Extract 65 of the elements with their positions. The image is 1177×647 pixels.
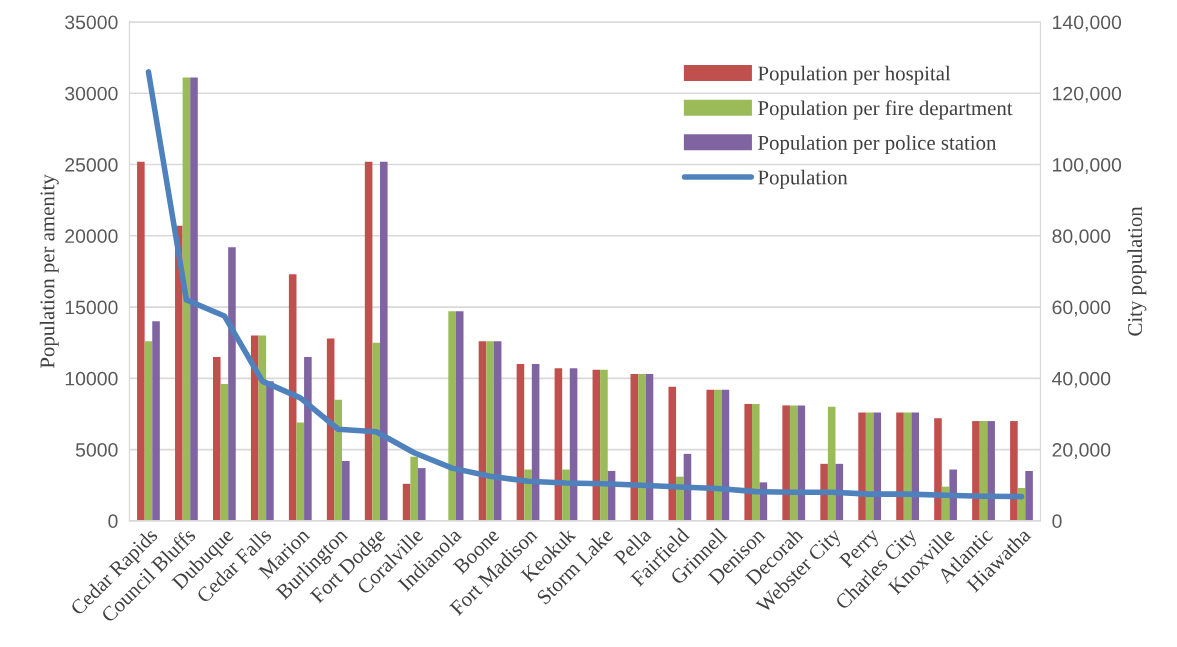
y2-tick-label: 60,000 (1052, 300, 1111, 317)
bar (417, 468, 426, 521)
y2-tick-label: 100,000 (1053, 157, 1122, 175)
bar (911, 412, 919, 521)
bar (152, 321, 160, 521)
y-tick-label: 15000 (65, 300, 118, 315)
bar (410, 456, 418, 521)
y2-tick-label: 120,000 (1053, 86, 1122, 103)
bar (296, 422, 305, 521)
y-tick-label: 5000 (75, 443, 118, 457)
bar (524, 469, 532, 521)
bar (858, 412, 866, 521)
bar (706, 389, 715, 521)
bar (896, 412, 904, 521)
y-tick-label: 25000 (65, 157, 118, 172)
bar (448, 311, 456, 521)
y2-tick-label: 0 (1052, 514, 1062, 529)
bar (782, 405, 790, 521)
bar (751, 403, 760, 521)
bar (402, 483, 411, 521)
bar (220, 384, 229, 521)
bar (250, 335, 259, 521)
bar (212, 356, 221, 521)
bar (638, 374, 646, 521)
y2-tick-label: 40,000 (1052, 371, 1111, 388)
y-tick-label: 0 (108, 514, 118, 529)
y-tick-label: 30000 (65, 86, 118, 101)
bar (372, 342, 380, 521)
bar (228, 247, 236, 521)
bar (137, 161, 145, 521)
bar (744, 403, 752, 521)
y2-axis-title: City population (1127, 206, 1147, 336)
y-axis-title: Population per amenity (39, 174, 59, 369)
bar (972, 421, 980, 521)
bar (364, 161, 373, 521)
bar (304, 356, 312, 521)
y2-tick-label: 20,000 (1052, 443, 1111, 460)
legend-label: Population (758, 169, 848, 189)
bar (342, 460, 350, 521)
legend-label: Population per hospital (758, 65, 951, 85)
bar (455, 311, 464, 521)
bar (668, 386, 677, 521)
bar (486, 341, 494, 521)
y-tick-label: 20000 (65, 229, 118, 244)
bar (266, 381, 274, 521)
bar (1025, 470, 1033, 521)
bar (600, 369, 608, 521)
bar (288, 274, 297, 521)
bar (190, 77, 198, 521)
bar (144, 341, 153, 521)
bar (949, 469, 957, 521)
bar (1010, 421, 1018, 521)
y-tick-label: 35000 (65, 15, 118, 30)
legend-label: Population per police station (758, 135, 997, 155)
bar (379, 161, 388, 521)
bar (934, 418, 942, 521)
bar (789, 405, 798, 521)
bar (873, 412, 882, 521)
y2-tick-label: 80,000 (1052, 229, 1111, 246)
bar (714, 389, 722, 521)
bar (334, 399, 343, 521)
legend-label: Population per fire department (758, 100, 1013, 120)
y2-tick-label: 140,000 (1053, 15, 1122, 32)
bar (987, 421, 995, 521)
y-tick-label: 10000 (65, 371, 118, 386)
